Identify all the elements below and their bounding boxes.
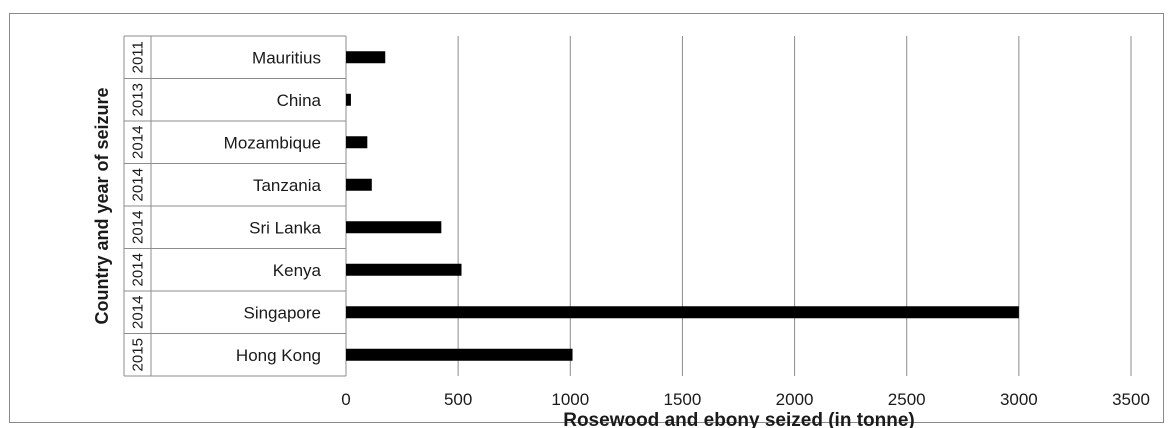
category-label: Mozambique	[224, 133, 321, 152]
x-tick-label: 500	[444, 390, 472, 409]
bar	[346, 51, 386, 64]
x-tick-label: 2000	[776, 390, 814, 409]
bars	[346, 51, 1019, 361]
bar	[346, 93, 351, 106]
x-tick-label: 1500	[664, 390, 702, 409]
category-label: Sri Lanka	[249, 218, 321, 237]
year-label: 2015	[130, 338, 147, 371]
category-label: China	[277, 91, 322, 110]
category-table: Hong Kong 2015 Singapore 2014 Kenya 2014 Sri L…	[123, 35, 346, 377]
year-label: 2011	[130, 41, 147, 73]
x-tick-label: 1000	[551, 390, 589, 409]
y-axis-title: Country and year of seizure	[92, 87, 112, 324]
year-label: 2014	[130, 168, 147, 201]
category-label: Kenya	[273, 261, 322, 280]
x-tick-label: 3500	[1112, 390, 1150, 409]
bar	[346, 221, 442, 234]
year-label: 2014	[130, 253, 147, 286]
bar	[346, 263, 462, 276]
category-label: Tanzania	[253, 176, 322, 195]
x-tick-label: 0	[341, 390, 350, 409]
x-axis-title: Rosewood and ebony seized (in tonne)	[563, 410, 915, 428]
chart-frame	[9, 13, 1164, 423]
year-label: 2014	[130, 211, 147, 244]
category-label: Singapore	[243, 303, 321, 322]
bar	[346, 306, 1019, 319]
gridlines	[345, 36, 1132, 376]
category-label: Hong Kong	[236, 346, 321, 365]
bar	[346, 178, 372, 191]
category-label: Mauritius	[252, 48, 321, 67]
x-tick-label: 2500	[888, 390, 926, 409]
year-label: 2013	[130, 83, 147, 116]
x-tick-labels: 0 500 1000 1500 2000 2500 3000 3500	[341, 390, 1150, 409]
x-tick-label: 3000	[1000, 390, 1038, 409]
year-label: 2014	[130, 126, 147, 159]
bar	[346, 136, 368, 149]
year-label: 2014	[130, 296, 147, 329]
bar	[346, 348, 573, 361]
